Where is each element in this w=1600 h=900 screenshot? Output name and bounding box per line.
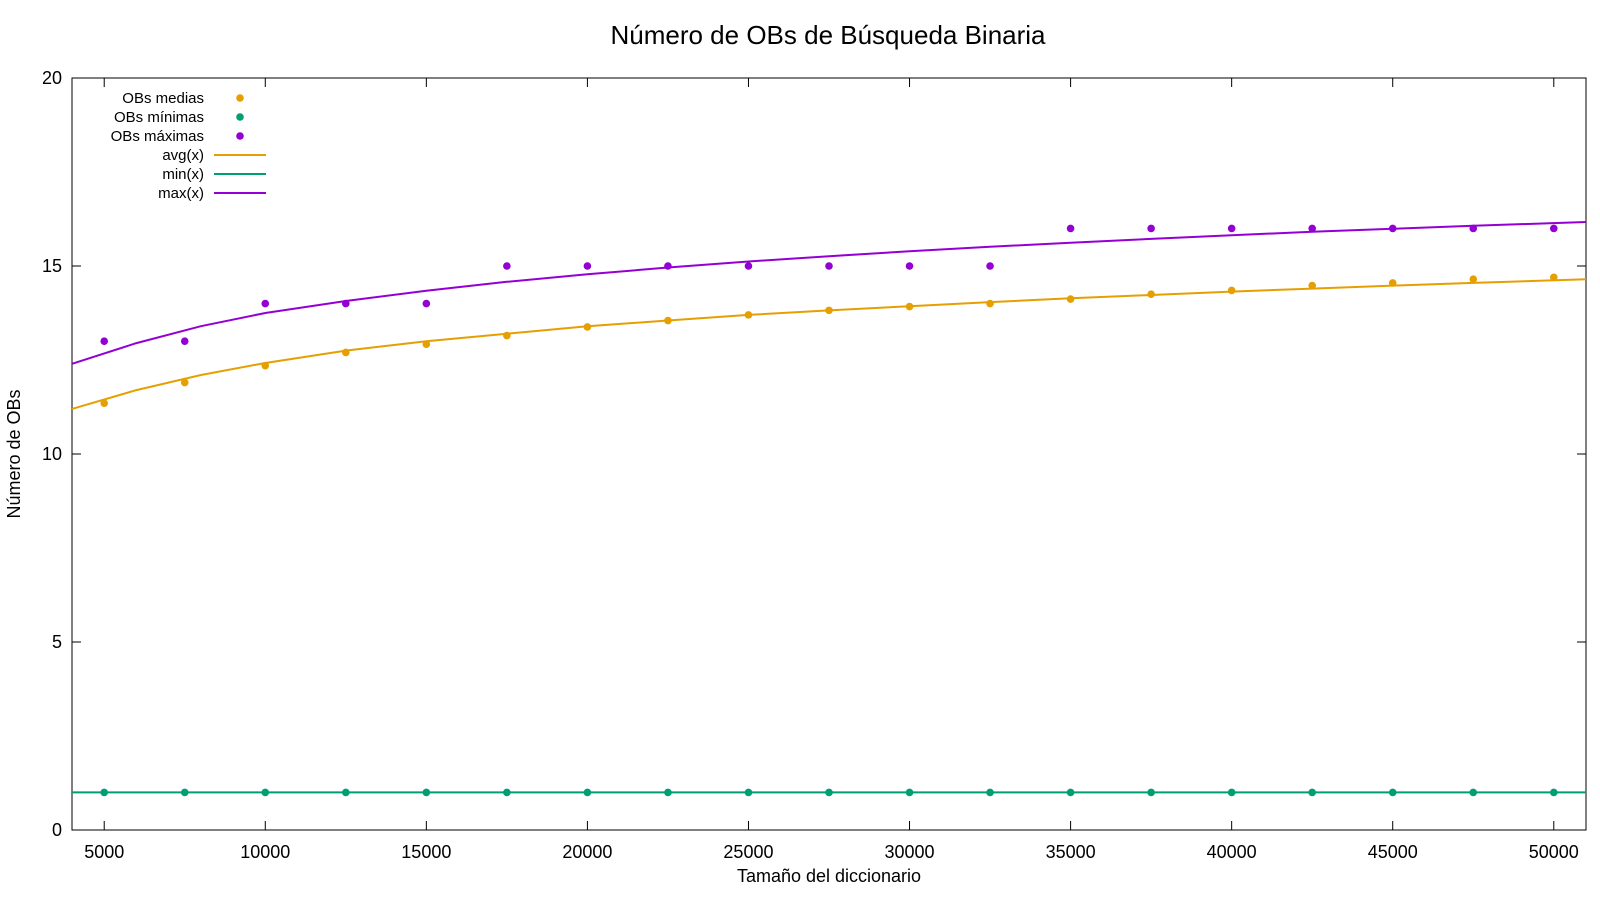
data-point-obs-m-nimas bbox=[1066, 788, 1075, 797]
data-point-obs-medias bbox=[100, 399, 109, 408]
data-point-obs-medias bbox=[1549, 273, 1558, 282]
axis-ticks: 5000 10000 15000 20000 25000 30000 35000 40000 4… bbox=[42, 68, 1586, 862]
data-point-obs-m-nimas bbox=[1388, 788, 1397, 797]
legend-label-obs-m-ximas: OBs máximas bbox=[111, 128, 204, 145]
data-point-obs-m-ximas bbox=[744, 262, 753, 270]
data-point-obs-m-ximas bbox=[664, 262, 672, 270]
legend-label-max-x: max(x) bbox=[158, 185, 204, 202]
y-tick-label: 15 bbox=[42, 256, 62, 276]
x-tick-label: 25000 bbox=[723, 842, 773, 862]
legend-swatch-obs-m-nimas bbox=[236, 113, 244, 121]
data-point-obs-medias bbox=[1227, 286, 1236, 295]
legend-label-obs-medias: OBs medias bbox=[122, 90, 204, 107]
data-point-obs-medias bbox=[664, 316, 672, 325]
data-point-obs-m-nimas bbox=[1549, 788, 1558, 797]
x-tick-label: 35000 bbox=[1046, 842, 1096, 862]
data-point-obs-m-nimas bbox=[583, 788, 592, 797]
x-tick-label: 20000 bbox=[562, 842, 612, 862]
data-point-obs-m-nimas bbox=[261, 788, 270, 797]
data-point-obs-m-ximas bbox=[825, 262, 833, 270]
data-point-obs-m-ximas bbox=[422, 299, 431, 308]
y-tick-label: 20 bbox=[42, 68, 62, 88]
data-point-obs-m-ximas bbox=[1388, 224, 1397, 233]
data-point-obs-m-ximas bbox=[180, 337, 189, 346]
data-point-obs-m-nimas bbox=[664, 788, 672, 797]
plot-frame bbox=[71, 77, 1587, 831]
data-point-obs-medias bbox=[342, 348, 350, 357]
data-point-obs-m-nimas bbox=[744, 788, 753, 797]
data-point-obs-medias bbox=[1147, 290, 1155, 299]
data-point-obs-medias bbox=[1469, 275, 1478, 283]
data-point-obs-m-ximas bbox=[1066, 224, 1075, 233]
x-axis-label: Tamaño del diccionario bbox=[737, 866, 921, 886]
data-point-obs-m-ximas bbox=[583, 262, 592, 270]
legend-label-min-x: min(x) bbox=[162, 166, 204, 183]
series-points bbox=[100, 224, 1558, 797]
y-axis-label: Número de OBs bbox=[4, 389, 24, 518]
x-tick-label: 45000 bbox=[1368, 842, 1418, 862]
data-point-obs-m-nimas bbox=[342, 788, 350, 797]
y-tick-label: 0 bbox=[52, 820, 62, 840]
data-point-obs-m-ximas bbox=[261, 299, 270, 308]
data-point-obs-medias bbox=[503, 331, 511, 340]
data-point-obs-m-ximas bbox=[986, 262, 994, 270]
x-tick-label: 40000 bbox=[1207, 842, 1257, 862]
data-point-obs-m-ximas bbox=[1227, 224, 1236, 233]
legend-swatch-obs-m-ximas bbox=[236, 132, 244, 140]
data-point-obs-m-ximas bbox=[100, 337, 109, 346]
data-point-obs-m-nimas bbox=[503, 788, 511, 797]
x-tick-label: 5000 bbox=[84, 842, 124, 862]
y-tick-label: 5 bbox=[52, 632, 62, 652]
legend-label-avg-x: avg(x) bbox=[162, 147, 204, 164]
data-point-obs-medias bbox=[1388, 279, 1397, 287]
series-line-max-x bbox=[71, 221, 1587, 365]
data-point-obs-m-nimas bbox=[825, 788, 833, 797]
data-point-obs-medias bbox=[825, 306, 833, 315]
data-point-obs-medias bbox=[583, 323, 592, 331]
legend-swatch-obs-medias bbox=[236, 94, 244, 102]
data-point-obs-medias bbox=[422, 340, 431, 349]
data-point-obs-m-nimas bbox=[1147, 788, 1155, 797]
data-point-obs-m-ximas bbox=[503, 262, 511, 270]
data-point-obs-m-ximas bbox=[1469, 224, 1478, 233]
data-point-obs-m-nimas bbox=[1227, 788, 1236, 797]
data-point-obs-m-ximas bbox=[1308, 224, 1316, 233]
series-line-avg-x bbox=[71, 278, 1587, 410]
x-tick-label: 10000 bbox=[240, 842, 290, 862]
data-point-obs-medias bbox=[1066, 295, 1075, 303]
data-point-obs-medias bbox=[905, 302, 914, 311]
data-point-obs-m-nimas bbox=[100, 788, 109, 797]
data-point-obs-m-nimas bbox=[422, 788, 431, 797]
data-point-obs-medias bbox=[180, 378, 189, 387]
chart-title: Número de OBs de Búsqueda Binaria bbox=[610, 20, 1046, 50]
legend-label-obs-m-nimas: OBs mínimas bbox=[114, 109, 204, 126]
data-point-obs-m-ximas bbox=[1549, 224, 1558, 233]
data-point-obs-m-ximas bbox=[342, 299, 350, 308]
data-point-obs-m-nimas bbox=[1308, 788, 1316, 797]
data-point-obs-medias bbox=[261, 361, 270, 370]
data-point-obs-medias bbox=[744, 311, 753, 319]
y-tick-label: 10 bbox=[42, 444, 62, 464]
data-point-obs-m-nimas bbox=[1469, 788, 1478, 797]
data-point-obs-m-ximas bbox=[1147, 224, 1155, 233]
data-point-obs-m-nimas bbox=[905, 788, 914, 797]
x-tick-label: 50000 bbox=[1529, 842, 1579, 862]
legend: OBs medias OBs mínimas OBs máximas avg(x) mi… bbox=[111, 90, 266, 202]
data-point-obs-m-nimas bbox=[180, 788, 189, 797]
data-point-obs-medias bbox=[1308, 281, 1316, 290]
x-tick-label: 15000 bbox=[401, 842, 451, 862]
data-point-obs-m-nimas bbox=[986, 788, 994, 797]
x-tick-label: 30000 bbox=[885, 842, 935, 862]
data-point-obs-medias bbox=[986, 299, 994, 308]
data-point-obs-m-ximas bbox=[905, 262, 914, 270]
